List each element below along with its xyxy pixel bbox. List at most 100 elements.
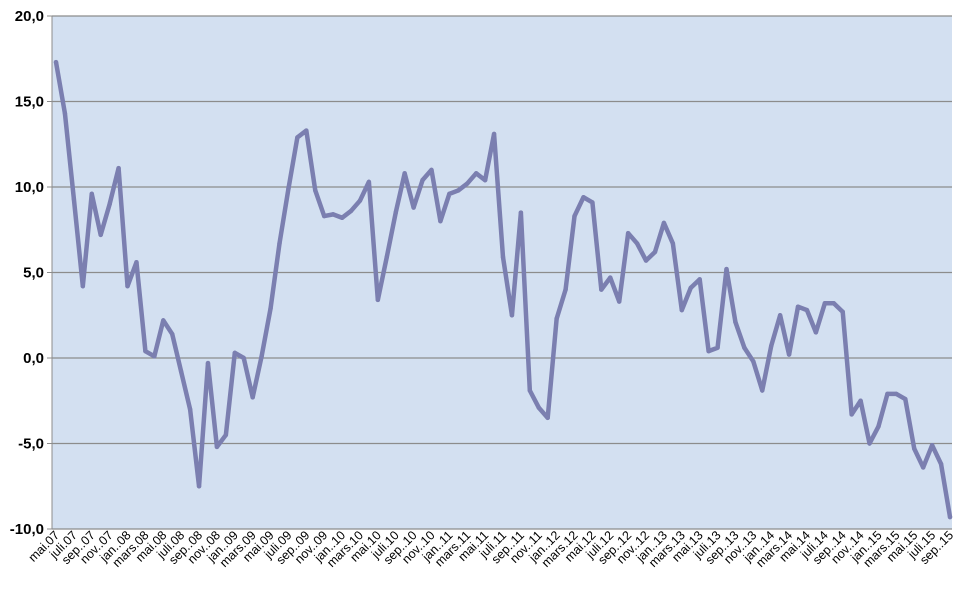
data-point xyxy=(375,297,381,303)
data-point xyxy=(80,283,86,289)
data-point xyxy=(769,343,774,349)
data-point xyxy=(465,181,470,186)
data-point xyxy=(473,171,479,176)
data-point xyxy=(786,352,792,357)
data-point xyxy=(170,331,175,337)
data-point xyxy=(482,177,488,183)
data-point xyxy=(751,359,756,364)
x-axis: mai.07juli.07sep..07nov..07jan..08mars.0… xyxy=(26,528,956,570)
data-point xyxy=(679,307,684,313)
data-point xyxy=(107,201,112,207)
data-point xyxy=(742,345,747,350)
data-point xyxy=(885,391,890,397)
data-point xyxy=(250,395,255,400)
data-point xyxy=(777,313,783,318)
data-point xyxy=(134,260,139,265)
series-group xyxy=(53,59,953,520)
y-tick-label: 20,0 xyxy=(15,8,44,25)
data-point xyxy=(625,230,631,236)
data-point xyxy=(590,200,595,205)
data-point xyxy=(384,254,389,260)
data-point xyxy=(420,177,425,183)
data-point xyxy=(724,266,729,272)
y-tick-label: -5,0 xyxy=(18,436,44,453)
data-point xyxy=(858,398,863,403)
data-point xyxy=(357,198,363,203)
data-point xyxy=(348,208,354,214)
data-point xyxy=(706,348,711,354)
data-point xyxy=(187,407,193,412)
data-point xyxy=(402,171,407,176)
data-point xyxy=(491,131,497,137)
data-point xyxy=(304,128,309,133)
data-point xyxy=(715,345,720,350)
data-point xyxy=(831,301,836,306)
data-point xyxy=(330,212,336,217)
data-point xyxy=(608,275,613,280)
data-point xyxy=(581,195,586,200)
data-point xyxy=(161,318,166,323)
data-point xyxy=(554,316,559,321)
data-point xyxy=(232,350,237,356)
data-point xyxy=(947,514,953,520)
data-point xyxy=(322,213,327,219)
data-point xyxy=(259,354,264,359)
data-point xyxy=(670,241,676,246)
y-tick-label: 15,0 xyxy=(15,94,44,111)
data-point xyxy=(527,388,533,393)
data-point xyxy=(795,304,801,309)
data-point xyxy=(71,196,77,202)
data-point xyxy=(241,355,246,361)
data-point xyxy=(903,396,908,402)
data-point xyxy=(688,285,693,291)
data-point xyxy=(339,215,345,220)
data-point xyxy=(143,348,148,354)
data-point xyxy=(634,241,640,246)
data-point xyxy=(393,210,398,215)
data-point xyxy=(447,191,452,197)
data-point xyxy=(53,59,59,65)
data-point xyxy=(509,313,515,318)
data-point xyxy=(617,299,622,304)
data-point xyxy=(286,186,291,191)
data-point xyxy=(277,241,282,246)
y-tick-label: 10,0 xyxy=(15,179,44,196)
data-point xyxy=(733,319,738,325)
data-point xyxy=(152,354,157,359)
data-point xyxy=(652,249,658,255)
data-point xyxy=(196,484,202,489)
y-tick-label: -10,0 xyxy=(10,521,44,538)
data-point xyxy=(804,307,810,313)
data-point xyxy=(697,277,702,282)
data-point xyxy=(840,309,845,315)
data-point xyxy=(867,441,872,446)
data-point xyxy=(429,167,434,173)
data-point xyxy=(98,232,103,238)
data-point xyxy=(599,287,604,292)
data-point xyxy=(223,432,229,438)
data-point xyxy=(500,254,506,260)
data-point xyxy=(536,405,541,410)
y-tick-label: 0,0 xyxy=(23,350,44,367)
data-point xyxy=(268,306,273,311)
data-point xyxy=(572,213,577,219)
data-point xyxy=(920,465,926,470)
y-axis: -10,0 -5,0 0,0 5,0 10,0 15,0 20,0 xyxy=(10,8,53,538)
data-point xyxy=(411,205,416,210)
data-point xyxy=(938,461,944,467)
data-point xyxy=(876,424,881,429)
data-point xyxy=(643,258,649,263)
data-point xyxy=(912,446,917,451)
data-point xyxy=(214,444,220,450)
data-point xyxy=(822,301,828,306)
data-point xyxy=(456,188,461,193)
data-point xyxy=(178,369,184,374)
data-point xyxy=(545,415,550,421)
data-point xyxy=(125,283,130,289)
data-point xyxy=(894,391,899,397)
y-tick-label: 5,0 xyxy=(23,265,44,282)
data-point xyxy=(813,330,819,335)
data-point xyxy=(205,360,211,366)
data-point xyxy=(438,219,443,224)
